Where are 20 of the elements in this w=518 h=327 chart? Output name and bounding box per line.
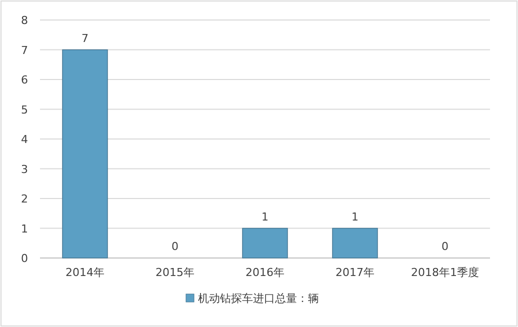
y-tick-label: 7 (21, 44, 28, 57)
y-tick-label: 6 (21, 74, 28, 86)
legend-label: 机动钻探车进口总量：辆 (198, 292, 319, 305)
y-tick-label: 5 (21, 103, 28, 116)
x-tick-label: 2018年1季度 (411, 266, 479, 279)
x-tick-label: 2016年 (246, 266, 284, 279)
y-tick-label: 1 (21, 222, 28, 236)
x-tick-label: 2015年 (156, 266, 194, 279)
data-label: 0 (172, 240, 178, 253)
data-label: 0 (442, 240, 448, 253)
y-tick-label: 4 (21, 133, 28, 146)
x-tick-label: 2017年 (336, 266, 374, 279)
y-tick-label: 2 (21, 192, 28, 206)
y-tick-label: 3 (21, 162, 28, 176)
data-label: 7 (82, 32, 88, 45)
data-label: 1 (262, 210, 268, 224)
x-tick-label: 2014年 (66, 266, 104, 279)
y-tick-label: 0 (21, 252, 28, 265)
data-label: 1 (352, 210, 358, 224)
y-tick-label: 8 (21, 14, 28, 27)
